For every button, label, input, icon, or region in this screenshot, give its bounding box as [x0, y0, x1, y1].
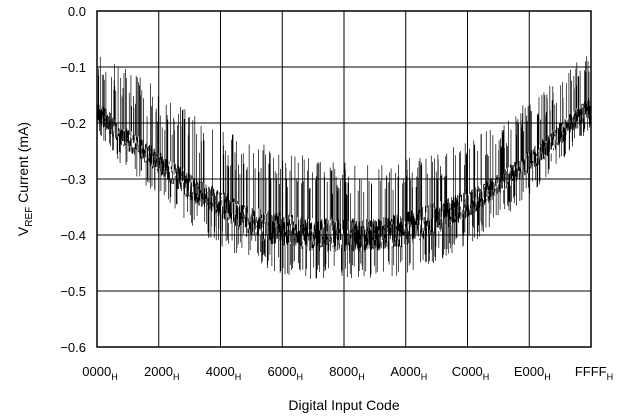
x-tick-label: FFFFH [575, 364, 613, 382]
y-axis-title-subscript: REF [24, 207, 35, 227]
plot-frame [96, 10, 592, 348]
y-tick-label: −0.4 [60, 228, 86, 243]
y-axis-title-rest: Current (mA) [15, 122, 31, 207]
y-tick-label: −0.5 [60, 284, 86, 299]
x-tick-label: 2000H [144, 364, 179, 382]
y-tick-label: 0.0 [68, 4, 86, 19]
y-axis-title-main: V [15, 226, 31, 236]
y-tick-label: −0.6 [60, 340, 86, 355]
x-tick-label: 0000H [82, 364, 117, 382]
x-tick-label: C000H [452, 364, 490, 382]
y-tick-label: −0.2 [60, 116, 86, 131]
y-tick-label: −0.1 [60, 60, 86, 75]
x-tick-label: 8000H [329, 364, 364, 382]
y-tick-label: −0.3 [60, 172, 86, 187]
x-tick-label: E000H [514, 364, 551, 382]
x-tick-labels: 0000H 2000H 4000H 6000H 8000H A000H C000H E000H… [82, 364, 613, 382]
x-axis-title: Digital Input Code [288, 397, 400, 413]
x-tick-label: 4000H [206, 364, 241, 382]
y-axis-title: VREF Current (mA) [15, 122, 35, 236]
x-tick-label: 6000H [268, 364, 303, 382]
x-tick-label: A000H [390, 364, 427, 382]
y-tick-labels: 0.0 −0.1 −0.2 −0.3 −0.4 −0.5 −0.6 [60, 4, 86, 355]
